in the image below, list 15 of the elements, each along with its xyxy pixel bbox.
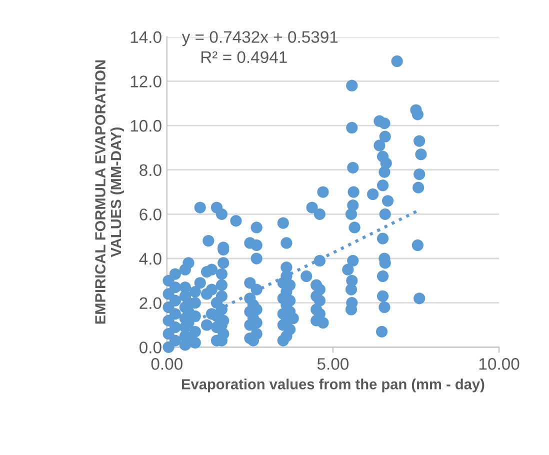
y-tick-label: 12.0: [130, 76, 162, 88]
y-tick-label: 0.0: [140, 342, 162, 354]
y-tick-label: 2.0: [140, 297, 162, 310]
x-axis-title: Evaporation values from the pan (mm - day): [182, 378, 484, 392]
y-tick-label: 8.0: [140, 164, 162, 176]
y-tick-label: 4.0: [139, 252, 162, 265]
annotation: y = 0.7432x + 0.5391: [182, 31, 338, 46]
annotation: R² = 0.4941: [201, 51, 287, 64]
y-axis-title: EMPIRICAL FORMULA EVAPORATION VALUES (MM-DAY): [95, 60, 124, 324]
y-tick-label: 10.0: [130, 120, 162, 132]
x-tick-label: 10.00: [479, 358, 520, 370]
x-tick-label: 0.00: [151, 358, 182, 370]
y-tick-label: 14.0: [130, 31, 162, 44]
y-tick-label: 6.0: [140, 208, 162, 220]
x-tick-label: 5.00: [317, 358, 349, 370]
